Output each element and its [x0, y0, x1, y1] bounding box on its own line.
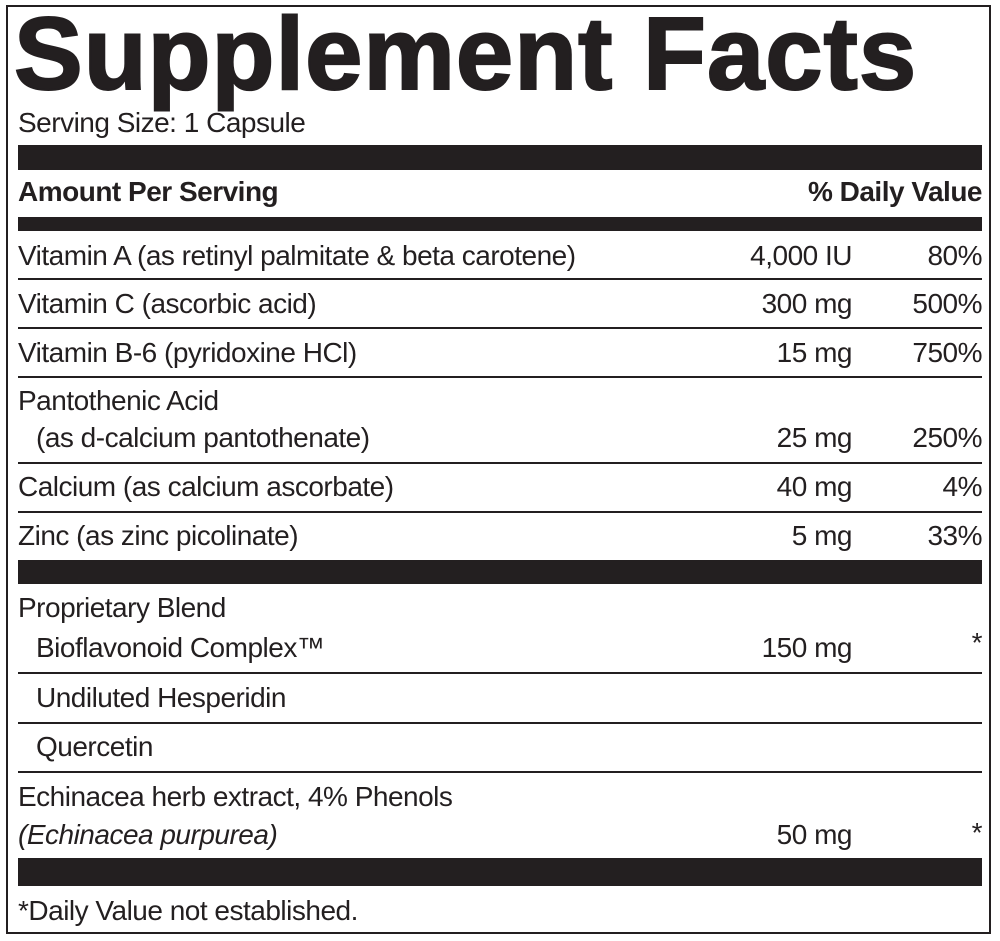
blend-item: Undiluted Hesperidin: [36, 682, 286, 713]
nutrient-dv: 4%: [942, 471, 983, 502]
nutrient-dv: 500%: [912, 288, 982, 319]
row-divider: [18, 672, 982, 674]
row-divider: [18, 462, 982, 464]
nutrient-dv: 33%: [927, 520, 982, 551]
row-divider: [18, 771, 982, 773]
blend-name: Proprietary Blend: [18, 592, 226, 623]
nutrient-amount: 5 mg: [791, 520, 853, 551]
echinacea-subname: (Echinacea purpurea): [18, 819, 278, 850]
blend-subname: Bioflavonoid Complex™: [36, 632, 325, 663]
nutrient-dv: 750%: [912, 337, 982, 368]
row-divider: [18, 376, 982, 378]
supplement-facts-panel: [6, 5, 991, 934]
nutrient-subname: (as d-calcium pantothenate): [36, 422, 370, 453]
nutrient-amount: 4,000 IU: [750, 240, 852, 271]
nutrient-dv: 80%: [927, 240, 982, 271]
nutrient-name: Vitamin C (ascorbic acid): [18, 288, 317, 319]
serving-size: Serving Size: 1 Capsule: [18, 107, 306, 138]
thick-divider: [18, 217, 982, 231]
echinacea-dv: *: [971, 817, 983, 848]
row-divider: [18, 278, 982, 280]
nutrient-amount: 15 mg: [776, 337, 853, 368]
row-divider: [18, 511, 982, 513]
thick-divider: [18, 560, 982, 584]
nutrient-amount: 25 mg: [776, 422, 853, 453]
amount-per-serving-header: Amount Per Serving: [18, 176, 279, 207]
nutrient-name: Zinc (as zinc picolinate): [18, 520, 299, 551]
nutrient-name: Calcium (as calcium ascorbate): [18, 471, 394, 502]
nutrient-name: Vitamin B-6 (pyridoxine HCl): [18, 337, 357, 368]
page-title: Supplement Facts: [13, 0, 918, 111]
echinacea-name: Echinacea herb extract, 4% Phenols: [18, 781, 453, 812]
nutrient-amount: 300 mg: [761, 288, 853, 319]
nutrient-dv: 250%: [912, 422, 982, 453]
echinacea-amount: 50 mg: [776, 819, 853, 850]
thick-divider: [18, 858, 982, 886]
footnote: *Daily Value not established.: [18, 895, 358, 926]
row-divider: [18, 327, 982, 329]
blend-dv: *: [971, 627, 983, 658]
blend-amount: 150 mg: [761, 632, 853, 663]
row-divider: [18, 722, 982, 724]
blend-item: Quercetin: [36, 731, 153, 762]
nutrient-name: Vitamin A (as retinyl palmitate & beta c…: [18, 240, 576, 271]
thick-divider: [18, 145, 982, 170]
nutrient-amount: 40 mg: [776, 471, 853, 502]
nutrient-name: Pantothenic Acid: [18, 385, 219, 416]
daily-value-header: % Daily Value: [807, 176, 983, 207]
